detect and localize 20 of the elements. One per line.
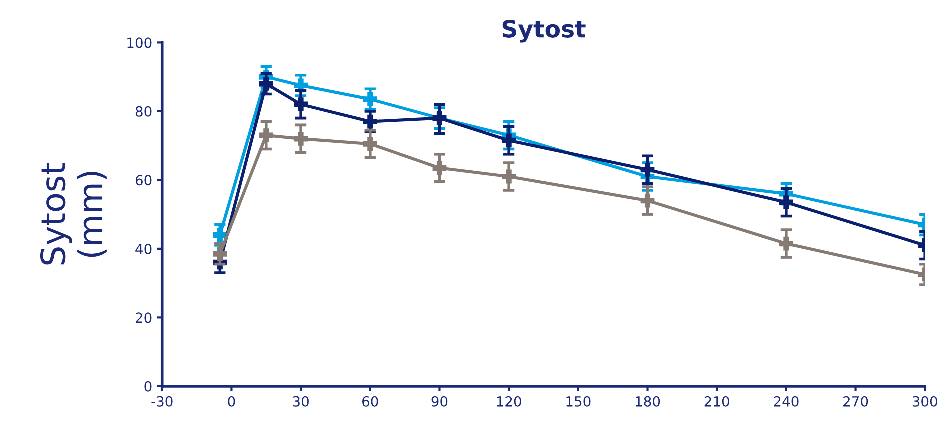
x-tick-label: 240 xyxy=(774,396,799,407)
x-tick-label: 60 xyxy=(362,396,378,407)
x-tick-label: 30 xyxy=(293,396,309,407)
y-tick-label: 0 xyxy=(144,381,152,392)
y-tick-label: 40 xyxy=(136,244,152,254)
chart-title: Sytost xyxy=(502,20,586,43)
x-tick-label: 150 xyxy=(566,396,591,407)
x-tick-label: 0 xyxy=(228,396,236,407)
x-tick-label: 120 xyxy=(497,396,522,407)
y-axis-title: Sytost (mm) xyxy=(40,162,107,265)
y-tick-label: 100 xyxy=(128,38,152,48)
x-tick-label: 300 xyxy=(912,396,938,407)
x-tick-label: 270 xyxy=(844,396,868,407)
y-tick-label: 20 xyxy=(136,312,152,324)
y-tick-label: 80 xyxy=(136,106,152,117)
y-tick-label: 60 xyxy=(136,175,152,186)
x-tick-label: 90 xyxy=(432,396,448,407)
x-tick-label: 180 xyxy=(636,396,660,407)
x-tick-label: 210 xyxy=(704,396,730,407)
x-tick-label: -30 xyxy=(152,396,173,407)
